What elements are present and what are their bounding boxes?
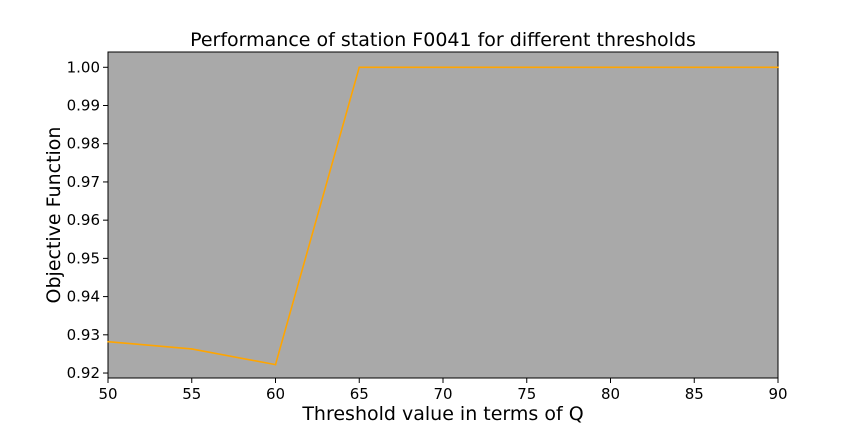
y-tick-label: 0.97 [67,173,100,191]
data-point [442,66,444,69]
data-point [107,340,109,343]
data-point [358,66,361,69]
x-tick-label: 60 [266,385,285,403]
y-tick-label: 0.98 [67,135,100,153]
data-point [190,348,193,350]
y-axis-label: Objective Function [43,127,65,304]
x-tick-label: 90 [768,385,787,403]
data-point [274,363,277,366]
x-tick-label: 85 [685,385,704,403]
x-tick-label: 70 [433,385,452,403]
y-tick-label: 0.95 [67,249,100,267]
x-axis: 50 55 60 65 70 75 80 85 90 [98,378,788,403]
data-point [777,66,779,69]
chart-title: Performance of station F0041 for differe… [190,29,696,51]
x-tick-label: 50 [98,385,117,403]
y-tick-label: 1.00 [67,58,100,76]
data-point [525,66,528,69]
plot-area [107,51,779,379]
x-tick-label: 65 [350,385,369,403]
y-tick-label: 0.92 [67,364,100,382]
y-tick-label: 0.94 [67,288,100,306]
data-point [609,66,612,69]
y-tick-label: 0.93 [67,326,100,344]
y-axis: 0.92 0.93 0.94 0.95 0.96 0.97 0.98 0.99 1.00 [67,58,108,382]
x-axis-label: Threshold value in terms of Q [301,403,583,425]
y-tick-label: 0.96 [67,211,100,229]
series-layer [107,66,779,366]
x-tick-label: 55 [182,385,201,403]
x-tick-label: 80 [601,385,620,403]
y-tick-label: 0.99 [67,97,100,115]
data-point [693,66,696,69]
x-tick-label: 75 [517,385,536,403]
